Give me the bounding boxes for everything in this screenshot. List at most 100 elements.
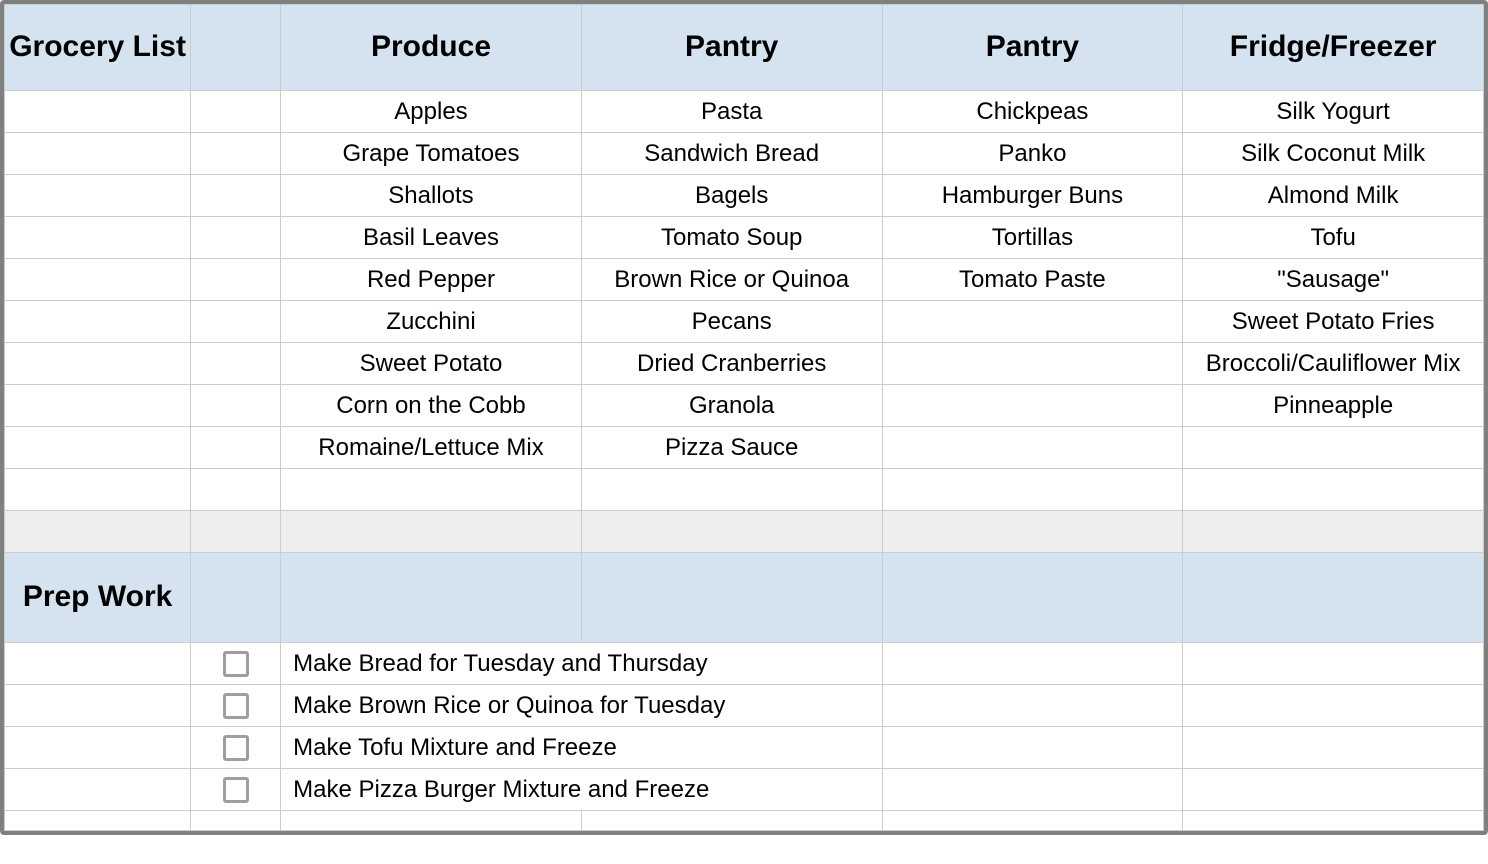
spacer-cell: [1183, 511, 1484, 553]
grocery-cell[interactable]: Romaine/Lettuce Mix: [281, 427, 582, 469]
grocery-cell[interactable]: Hamburger Buns: [882, 175, 1183, 217]
row-spacer: [191, 301, 281, 343]
grocery-cell[interactable]: [882, 301, 1183, 343]
grocery-cell[interactable]: Granola: [581, 385, 882, 427]
column-header-2: Pantry: [882, 5, 1183, 91]
row-label: [5, 259, 191, 301]
grocery-cell[interactable]: "Sausage": [1183, 259, 1484, 301]
row-label: [5, 385, 191, 427]
row-label: [5, 217, 191, 259]
task-row-label: [5, 643, 191, 685]
grocery-cell[interactable]: Red Pepper: [281, 259, 582, 301]
grocery-cell[interactable]: Tomato Soup: [581, 217, 882, 259]
row-label: [5, 469, 191, 511]
task-empty: [882, 769, 1183, 811]
prep-header-cell: [882, 553, 1183, 643]
row-spacer: [191, 385, 281, 427]
checkbox-icon[interactable]: [223, 651, 249, 677]
spacer-cell: [5, 511, 191, 553]
row-label: [5, 301, 191, 343]
row-spacer: [191, 259, 281, 301]
prep-work-title: Prep Work: [5, 553, 191, 643]
task-checkbox-cell: [191, 643, 281, 685]
grocery-cell[interactable]: Tortillas: [882, 217, 1183, 259]
grocery-cell[interactable]: [882, 343, 1183, 385]
spreadsheet: Grocery ListProducePantryPantryFridge/Fr…: [0, 0, 1488, 835]
task-text[interactable]: Make Tofu Mixture and Freeze: [281, 727, 882, 769]
prep-header-cell: [1183, 553, 1484, 643]
task-checkbox-cell: [191, 727, 281, 769]
task-empty: [1183, 643, 1484, 685]
task-row-label: [5, 685, 191, 727]
grocery-cell[interactable]: Panko: [882, 133, 1183, 175]
grocery-cell[interactable]: Sweet Potato: [281, 343, 582, 385]
grocery-cell[interactable]: Pinneapple: [1183, 385, 1484, 427]
grocery-cell[interactable]: Sweet Potato Fries: [1183, 301, 1484, 343]
row-spacer: [191, 469, 281, 511]
grocery-cell[interactable]: Tofu: [1183, 217, 1484, 259]
row-label: [5, 133, 191, 175]
grocery-cell[interactable]: Chickpeas: [882, 91, 1183, 133]
trailing-cell: [1183, 811, 1484, 831]
grocery-cell[interactable]: Silk Yogurt: [1183, 91, 1484, 133]
header-spacer: [191, 5, 281, 91]
checkbox-icon[interactable]: [223, 735, 249, 761]
grocery-table: Grocery ListProducePantryPantryFridge/Fr…: [4, 4, 1484, 831]
grocery-cell[interactable]: [882, 469, 1183, 511]
grocery-cell[interactable]: Pizza Sauce: [581, 427, 882, 469]
grocery-cell[interactable]: Apples: [281, 91, 582, 133]
grocery-cell[interactable]: Basil Leaves: [281, 217, 582, 259]
checkbox-icon[interactable]: [223, 693, 249, 719]
row-label: [5, 175, 191, 217]
row-spacer: [191, 91, 281, 133]
grocery-cell[interactable]: Broccoli/Cauliflower Mix: [1183, 343, 1484, 385]
grocery-cell[interactable]: [882, 427, 1183, 469]
grocery-cell[interactable]: [882, 385, 1183, 427]
grocery-list-title: Grocery List: [5, 5, 191, 91]
grocery-cell[interactable]: Almond Milk: [1183, 175, 1484, 217]
column-header-3: Fridge/Freezer: [1183, 5, 1484, 91]
task-checkbox-cell: [191, 769, 281, 811]
column-header-1: Pantry: [581, 5, 882, 91]
spacer-cell: [581, 511, 882, 553]
row-label: [5, 427, 191, 469]
task-text[interactable]: Make Pizza Burger Mixture and Freeze: [281, 769, 882, 811]
task-text[interactable]: Make Brown Rice or Quinoa for Tuesday: [281, 685, 882, 727]
task-empty: [1183, 685, 1484, 727]
spacer-cell: [281, 511, 582, 553]
column-header-0: Produce: [281, 5, 582, 91]
grocery-cell[interactable]: Pasta: [581, 91, 882, 133]
prep-header-cell: [281, 553, 582, 643]
task-empty: [1183, 727, 1484, 769]
checkbox-icon[interactable]: [223, 777, 249, 803]
task-empty: [882, 727, 1183, 769]
grocery-cell[interactable]: Shallots: [281, 175, 582, 217]
grocery-cell[interactable]: Pecans: [581, 301, 882, 343]
grocery-cell[interactable]: Zucchini: [281, 301, 582, 343]
row-label: [5, 343, 191, 385]
row-spacer: [191, 427, 281, 469]
grocery-cell[interactable]: Silk Coconut Milk: [1183, 133, 1484, 175]
grocery-cell[interactable]: Grape Tomatoes: [281, 133, 582, 175]
grocery-cell[interactable]: Tomato Paste: [882, 259, 1183, 301]
task-text[interactable]: Make Bread for Tuesday and Thursday: [281, 643, 882, 685]
spacer-cell: [882, 511, 1183, 553]
grocery-cell[interactable]: [581, 469, 882, 511]
row-spacer: [191, 175, 281, 217]
grocery-cell[interactable]: Brown Rice or Quinoa: [581, 259, 882, 301]
task-empty: [1183, 769, 1484, 811]
grocery-cell[interactable]: Sandwich Bread: [581, 133, 882, 175]
grocery-cell[interactable]: [1183, 469, 1484, 511]
task-row-label: [5, 769, 191, 811]
grocery-cell[interactable]: [1183, 427, 1484, 469]
grocery-cell[interactable]: Bagels: [581, 175, 882, 217]
task-row-label: [5, 727, 191, 769]
row-spacer: [191, 217, 281, 259]
task-empty: [882, 685, 1183, 727]
spacer-cell: [191, 511, 281, 553]
grocery-cell[interactable]: [281, 469, 582, 511]
trailing-cell: [882, 811, 1183, 831]
grocery-cell[interactable]: Corn on the Cobb: [281, 385, 582, 427]
grocery-cell[interactable]: Dried Cranberries: [581, 343, 882, 385]
prep-header-cell: [191, 553, 281, 643]
